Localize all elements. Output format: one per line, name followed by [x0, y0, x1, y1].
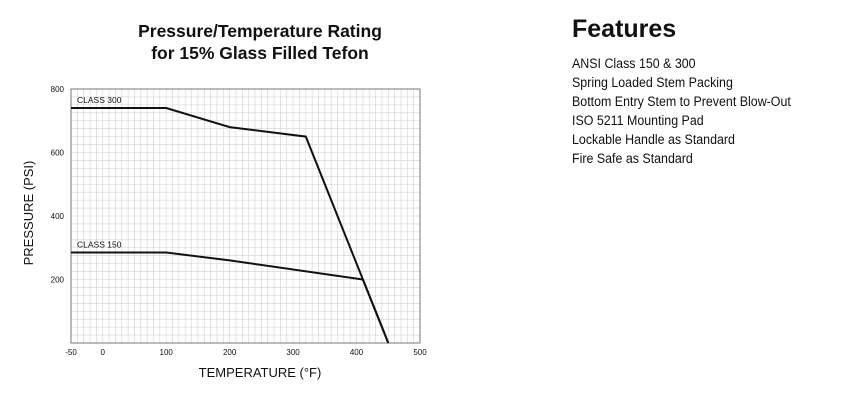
x-axis-label: TEMPERATURE (°F)	[199, 365, 322, 380]
y-tick-label: 400	[51, 212, 65, 221]
x-tick-label: -50	[65, 348, 77, 357]
x-tick-label: 300	[286, 348, 300, 357]
series-label: CLASS 300	[77, 95, 122, 105]
chart-title-line-1: Pressure/Temperature Rating	[138, 21, 382, 41]
features-heading: Features	[572, 15, 677, 43]
plot-frame	[70, 88, 421, 344]
y-tick-label: 600	[51, 149, 65, 158]
x-tick-label: 500	[413, 348, 427, 357]
x-tick-label: 400	[350, 348, 364, 357]
feature-item: Spring Loaded Stem Packing	[572, 75, 733, 90]
features-panel: Features ANSI Class 150 & 300 Spring Loa…	[572, 14, 810, 168]
feature-item: ISO 5211 Mounting Pad	[572, 113, 704, 128]
features-list: ANSI Class 150 & 300 Spring Loaded Stem …	[572, 54, 810, 168]
y-tick-label: 200	[51, 276, 65, 285]
series-line	[71, 107, 390, 344]
y-tick-label: 800	[51, 85, 65, 94]
feature-item: ANSI Class 150 & 300	[572, 56, 696, 71]
feature-item: Bottom Entry Stem to Prevent Blow-Out	[572, 94, 791, 109]
feature-item: Lockable Handle as Standard	[572, 132, 735, 147]
series-label: CLASS 150	[77, 240, 122, 250]
y-axis-label: PRESSURE (PSI)	[21, 161, 36, 266]
chart-title: Pressure/Temperature Rating for 15% Glas…	[60, 20, 460, 64]
x-tick-label: 100	[160, 348, 174, 357]
series-line	[71, 251, 390, 344]
chart-title-line-2: for 15% Glass Filled Tefon	[151, 43, 369, 63]
feature-item: Fire Safe as Standard	[572, 151, 693, 166]
x-tick-label: 0	[101, 348, 106, 357]
x-tick-label: 200	[223, 348, 237, 357]
